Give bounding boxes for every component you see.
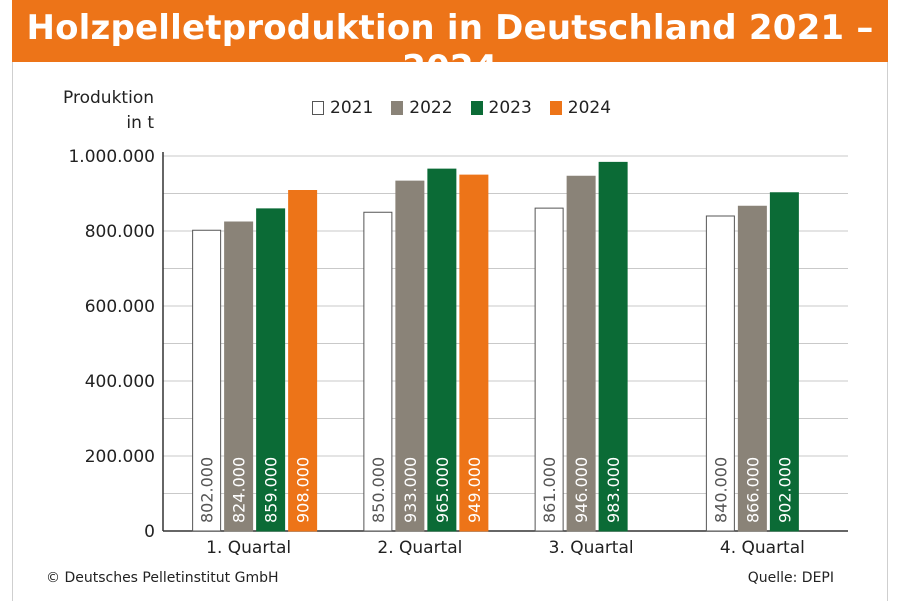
- bar-2024: [459, 174, 489, 532]
- bar-data-label: 802.000: [198, 457, 217, 523]
- bar-2022: [224, 221, 254, 532]
- y-tick-label: 0: [144, 522, 155, 542]
- legend-label: 2022: [409, 98, 453, 118]
- y-axis-label-line1: Produktion: [63, 88, 154, 108]
- copyright-note: © Deutsches Pelletinstitut GmbH: [46, 570, 279, 586]
- chart-title: Holzpelletproduktion in Deutschland 2021…: [26, 8, 874, 88]
- bar-data-label: 949.000: [465, 457, 484, 523]
- bar-data-label: 983.000: [604, 457, 623, 523]
- y-tick-label: 1.000.000: [68, 147, 155, 167]
- x-category-label: 3. Quartal: [549, 538, 634, 558]
- bar-data-label: 840.000: [711, 457, 730, 523]
- y-axis-label-line2: in t: [126, 113, 154, 133]
- legend-label: 2024: [567, 98, 612, 118]
- bar-2023: [427, 168, 457, 532]
- bar-data-label: 965.000: [433, 457, 452, 523]
- bar-2023: [256, 208, 286, 532]
- bar-data-label: 946.000: [572, 457, 591, 523]
- legend-swatch: [391, 101, 404, 115]
- bar-data-label: 866.000: [743, 457, 762, 523]
- bar-2022: [737, 205, 767, 532]
- legend-swatch: [549, 101, 562, 115]
- bar-data-label: 908.000: [294, 457, 313, 523]
- bar-2021: [534, 207, 564, 532]
- legend-item-2024: 2024: [549, 98, 612, 118]
- bar-2021: [363, 211, 393, 532]
- bar-data-label: 824.000: [230, 457, 249, 523]
- bar-data-label: 859.000: [262, 457, 281, 523]
- legend-item-2022: 2022: [391, 98, 453, 118]
- bar-2023: [769, 192, 799, 532]
- bar-2022: [566, 175, 596, 532]
- source-note: Quelle: DEPI: [747, 570, 834, 586]
- y-tick-label: 800.000: [85, 222, 155, 242]
- legend-item-2023: 2023: [470, 98, 532, 118]
- x-category-label: 1. Quartal: [206, 538, 291, 558]
- bar-data-label: 933.000: [401, 457, 420, 523]
- bar-2024: [288, 190, 318, 532]
- legend-swatch: [470, 101, 483, 115]
- x-category-label: 2. Quartal: [377, 538, 462, 558]
- y-axis-label: Produktion in t: [52, 86, 154, 136]
- bar-2021: [705, 215, 735, 532]
- legend-swatch: [312, 101, 324, 115]
- bar-data-label: 850.000: [369, 457, 388, 523]
- title-bar: Holzpelletproduktion in Deutschland 2021…: [12, 0, 888, 88]
- legend: 2021 2022 2023 2024: [312, 98, 611, 118]
- x-category-label: 4. Quartal: [720, 538, 805, 558]
- bar-2021: [192, 229, 222, 532]
- y-tick-label: 200.000: [85, 447, 155, 467]
- y-tick-label: 400.000: [85, 372, 155, 392]
- legend-item-2021: 2021: [312, 98, 373, 118]
- chart-frame: [12, 0, 888, 601]
- bar-2022: [395, 180, 425, 532]
- bar-data-label: 902.000: [775, 457, 794, 523]
- legend-label: 2023: [488, 98, 532, 118]
- y-tick-label: 600.000: [85, 297, 155, 317]
- bar-data-label: 861.000: [540, 457, 559, 523]
- bar-2023: [598, 161, 628, 532]
- legend-label: 2021: [330, 98, 374, 118]
